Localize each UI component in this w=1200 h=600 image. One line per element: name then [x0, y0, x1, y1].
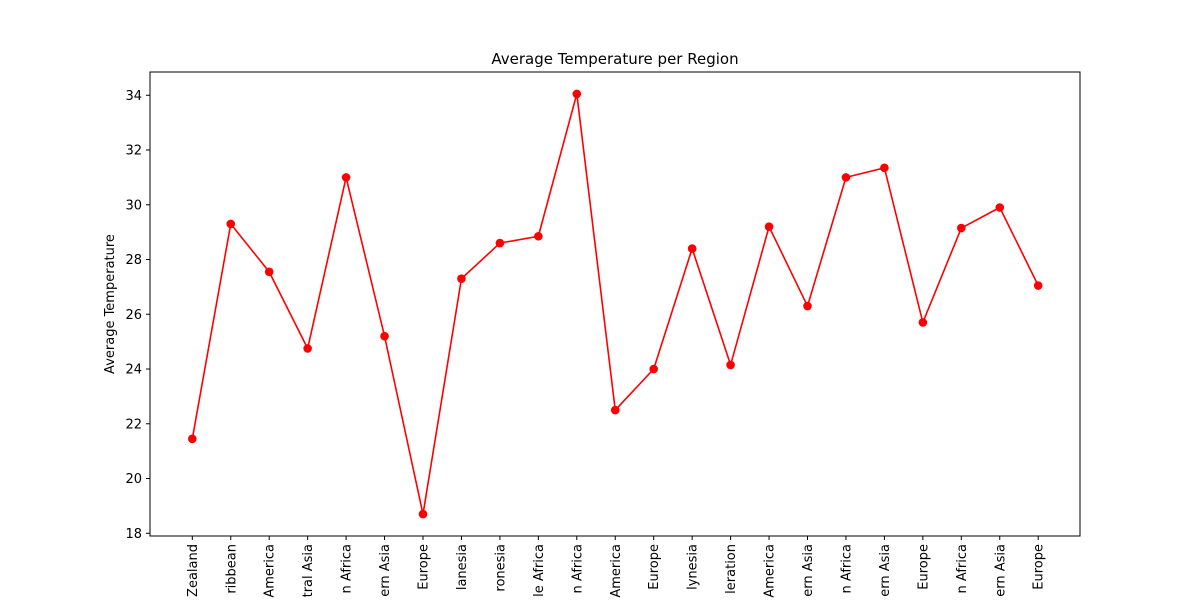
- y-tick-label: 28: [125, 253, 142, 268]
- x-tick-label: Europe: [417, 544, 432, 590]
- x-tick-label: n Africa: [340, 544, 355, 593]
- data-point: [572, 89, 582, 99]
- x-tick-label: ern Asia: [801, 544, 816, 597]
- x-tick-label: Europe: [1032, 544, 1047, 590]
- x-tick-label: tral Asia: [301, 544, 316, 597]
- data-point: [380, 331, 389, 341]
- x-tick-label: ern Asia: [993, 544, 1008, 597]
- x-tick-label: America: [263, 544, 278, 598]
- data-point: [495, 238, 505, 248]
- y-tick-label: 24: [125, 363, 142, 378]
- data-point: [457, 274, 466, 283]
- y-tick-label: 22: [125, 417, 142, 432]
- y-axis-label: Average Temperature: [103, 234, 118, 374]
- x-tick-label: le Africa: [532, 544, 547, 597]
- x-tick-label: ern Asia: [878, 544, 893, 597]
- y-tick-label: 18: [125, 527, 142, 542]
- x-tick-label: lynesia: [686, 544, 701, 590]
- data-point: [226, 219, 236, 229]
- x-tick-label: ronesia: [493, 544, 508, 592]
- y-tick-label: 32: [125, 144, 142, 159]
- x-tick-label: lanesia: [455, 544, 470, 590]
- y-tick-label: 34: [125, 89, 142, 104]
- series-line: [191, 93, 1039, 515]
- x-tick-label: America: [609, 544, 624, 598]
- data-point: [957, 223, 966, 233]
- data-point: [264, 267, 274, 277]
- x-tick-label: Zealand: [186, 544, 201, 597]
- data-point: [880, 163, 889, 173]
- x-tick-label: Europe: [647, 544, 662, 590]
- x-tick-label: n Africa: [839, 544, 854, 593]
- data-point: [188, 434, 197, 444]
- data-point: [649, 364, 658, 374]
- series-points: [188, 89, 1043, 519]
- x-axis: Zealand ribbean America tral Asia n Africa er…: [186, 536, 1047, 598]
- data-point: [764, 222, 774, 231]
- data-point: [918, 318, 928, 327]
- data-point: [687, 244, 697, 253]
- x-tick-label: leration: [724, 544, 739, 594]
- data-point: [341, 173, 351, 182]
- plot-frame: [149, 71, 1081, 537]
- y-tick-label: 26: [125, 308, 142, 323]
- x-tick-label: n Africa: [955, 544, 970, 593]
- chart-title: Average Temperature per Region: [491, 50, 738, 68]
- data-point: [534, 231, 543, 241]
- x-tick-label: n Africa: [570, 544, 585, 593]
- x-tick-label: ern Asia: [378, 544, 393, 597]
- data-point: [303, 344, 312, 353]
- data-point: [610, 405, 620, 415]
- data-point: [995, 203, 1005, 212]
- data-point: [841, 173, 851, 182]
- data-point: [726, 360, 735, 370]
- x-tick-label: ribbean: [224, 544, 239, 594]
- y-tick-label: 20: [125, 472, 142, 487]
- x-tick-label: Europe: [916, 544, 931, 590]
- data-point: [1033, 281, 1043, 290]
- y-axis: 18 20 22 24 26 28 30 32 34: [125, 89, 150, 542]
- data-point: [418, 509, 428, 519]
- y-tick-label: 30: [125, 198, 142, 213]
- x-tick-label: America: [763, 544, 778, 598]
- data-point: [803, 301, 812, 311]
